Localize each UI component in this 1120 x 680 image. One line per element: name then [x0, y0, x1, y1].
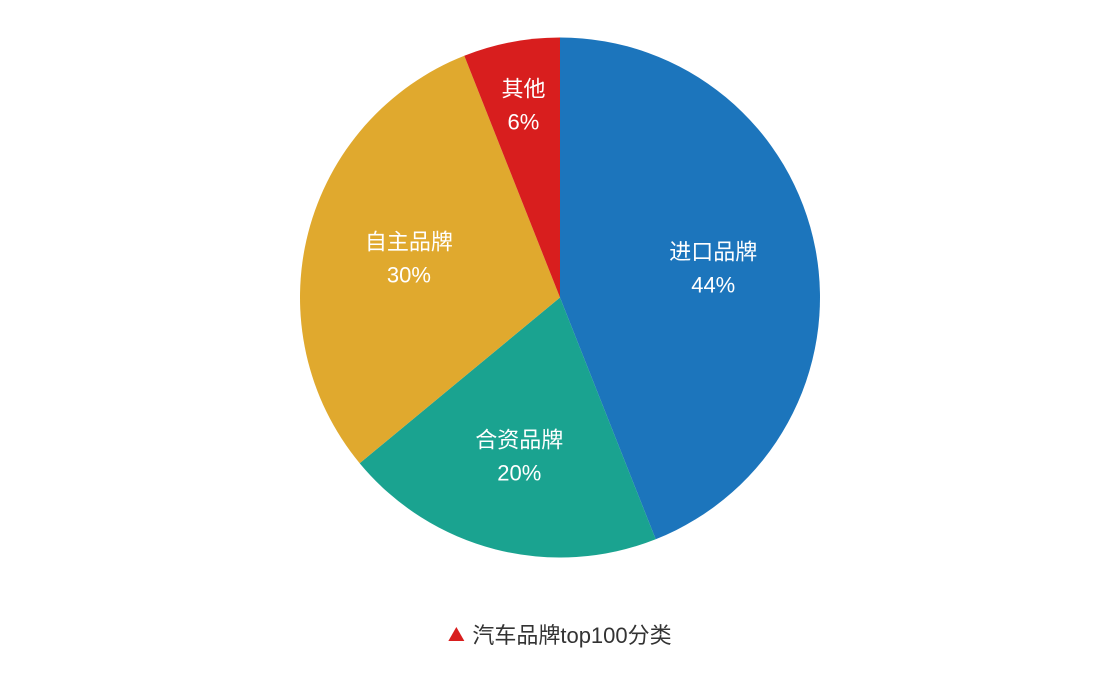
slice-label: 其他6%	[501, 73, 545, 139]
slice-label-percent: 6%	[501, 106, 545, 139]
slice-label: 合资品牌20%	[475, 423, 563, 489]
caption-marker-icon	[448, 627, 464, 641]
slice-label: 自主品牌30%	[365, 226, 453, 292]
pie-chart: 进口品牌44% 合资品牌20% 自主品牌30% 其他6%	[300, 38, 820, 563]
slice-label-percent: 20%	[475, 456, 563, 489]
slice-label-name: 合资品牌	[475, 423, 563, 456]
slice-label-percent: 30%	[365, 259, 453, 292]
slice-label-name: 自主品牌	[365, 226, 453, 259]
slice-label-name: 进口品牌	[669, 235, 757, 268]
slice-label: 进口品牌44%	[669, 235, 757, 301]
chart-caption: 汽车品牌top100分类	[448, 618, 671, 650]
slice-label-percent: 44%	[669, 268, 757, 301]
slice-label-name: 其他	[501, 73, 545, 106]
caption-text: 汽车品牌top100分类	[472, 618, 671, 650]
